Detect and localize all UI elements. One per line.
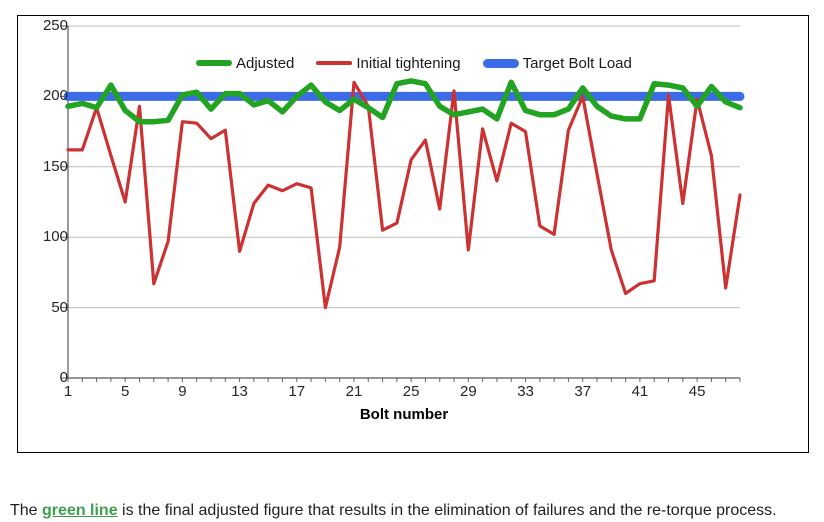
x-tick-label-17: 17: [288, 383, 306, 400]
x-tick-label-21: 21: [345, 383, 363, 400]
target-bolt-load-line-swatch: [482, 58, 519, 68]
y-tick-label-150: 150: [42, 157, 68, 175]
plot-area: [60, 25, 745, 382]
x-tick-label-5: 5: [121, 383, 130, 400]
x-tick-label-13: 13: [231, 383, 248, 400]
y-tick-label-100: 100: [42, 228, 68, 246]
y-tick-label-250: 250: [42, 17, 68, 34]
legend-label-adjusted: Adjusted: [236, 54, 295, 72]
chart-caption: The green line is the final adjusted fig…: [10, 500, 820, 521]
legend-item-initial-tightening: Initial tightening: [316, 54, 461, 72]
green-line-link[interactable]: green line: [42, 502, 118, 519]
x-tick-label-45: 45: [688, 383, 706, 400]
chart-legend: Adjusted Initial tightening Target Bolt …: [196, 54, 632, 72]
legend-item-adjusted: Adjusted: [196, 55, 294, 72]
legend-item-target-bolt-load: Target Bolt Load: [482, 54, 632, 72]
x-tick-label-41: 41: [631, 383, 649, 400]
initial-tightening-line: [66, 80, 742, 310]
x-tick-label-25: 25: [402, 383, 420, 400]
x-tick-label-1: 1: [63, 383, 73, 400]
x-axis-title: Bolt number: [359, 406, 449, 423]
legend-label-initial-tightening: Initial tightening: [356, 54, 461, 72]
caption-suffix: is the final adjusted figure that result…: [117, 502, 777, 519]
adjusted-line-swatch: [196, 60, 232, 66]
x-tick-label-9: 9: [178, 383, 187, 400]
x-tick-label-33: 33: [517, 383, 534, 400]
legend-label-target-bolt-load: Target Bolt Load: [522, 54, 632, 72]
x-tick-label-29: 29: [459, 383, 477, 400]
y-tick-label-50: 50: [51, 298, 68, 316]
adjusted-line: [65, 78, 743, 125]
chart-frame: Adjusted Initial tightening Target Bolt …: [17, 15, 809, 453]
initial-tightening-line-swatch: [316, 61, 353, 65]
y-tick-label-0: 0: [59, 369, 68, 386]
y-tick-label-200: 200: [42, 87, 68, 105]
x-tick-label-37: 37: [574, 383, 592, 400]
caption-prefix: The: [10, 502, 43, 519]
